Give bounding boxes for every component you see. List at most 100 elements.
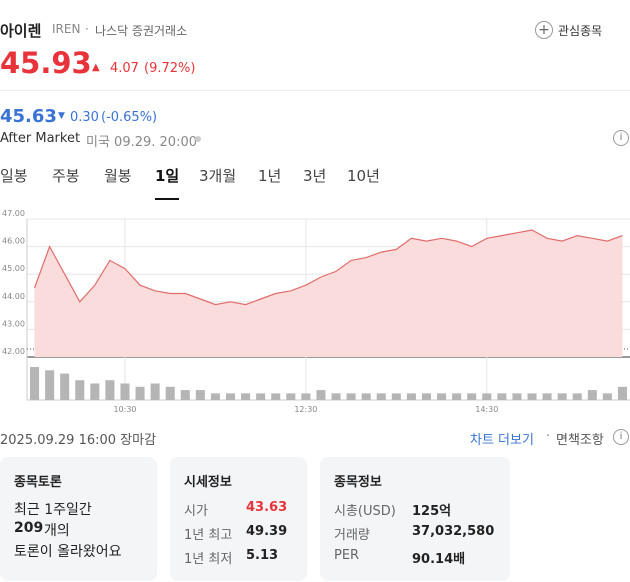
tab[interactable]: 1일 [155, 165, 180, 200]
volume-bar [527, 393, 537, 400]
volume-bar [135, 386, 145, 400]
volume-bar [30, 367, 40, 400]
volume-bar [557, 393, 567, 400]
volume-bar [195, 390, 205, 400]
tab[interactable]: 10년 [347, 167, 380, 185]
watch-button[interactable]: 관심종목 [558, 24, 603, 38]
discussion-card[interactable]: 종목토론 최근 1주일간 209 개의 토론이 올라왔어요 [0, 457, 157, 581]
volume-bar [45, 370, 55, 400]
card-title: 종목토론 [14, 475, 62, 490]
down-arrow: ▼ [58, 111, 65, 121]
card-title: 시세정보 [184, 475, 232, 490]
row-value: 5.13 [246, 548, 279, 563]
y-tick-label: 44.00 [2, 292, 25, 301]
volume-bar [120, 383, 130, 400]
volume-bar [271, 393, 281, 400]
info-card[interactable]: 종목정보 시총(USD) 125억 거래량 37,032,580 PER 90.14배 [320, 457, 510, 581]
volume-bar [90, 383, 100, 400]
y-tick-label: 42.00 [2, 347, 25, 356]
info-icon[interactable]: i [613, 429, 629, 445]
row-value: 90.14배 [412, 552, 466, 567]
volume-bar [286, 393, 296, 400]
volume-bar [467, 393, 477, 400]
volume-bar [316, 390, 326, 400]
volume-bar [361, 393, 371, 400]
x-tick-label: 10:30 [113, 405, 136, 414]
volume-bar [346, 393, 356, 400]
volume-bar [497, 393, 507, 400]
volume-bar [391, 393, 401, 400]
watch-icon[interactable]: + [535, 21, 553, 39]
row-label: 1년 최저 [184, 552, 233, 567]
volume-bar [210, 393, 220, 400]
volume-bar [165, 386, 175, 400]
volume-bar [617, 386, 627, 400]
y-tick-label: 46.00 [2, 237, 25, 246]
volume-bar [331, 393, 341, 400]
discussion-count: 209 [14, 520, 44, 536]
row-value: 43.63 [246, 500, 288, 515]
card-line: 개의 [44, 523, 70, 539]
volume-bar [437, 393, 447, 400]
price-change-pct: (9.72%) [144, 61, 196, 76]
price-area [34, 230, 623, 357]
after-change: 0.30 [70, 110, 99, 125]
volume-bar [60, 373, 70, 400]
stock-name: 아이렌 [0, 22, 42, 40]
volume-bar [542, 393, 552, 400]
price-change: 4.07 [110, 61, 139, 76]
x-tick-label: 14:30 [475, 405, 498, 414]
volume-bar [482, 393, 492, 400]
price: 45.93 [0, 46, 92, 80]
quote-card[interactable]: 시세정보 시가 43.63 1년 최고 49.39 1년 최저 5.13 [170, 457, 307, 581]
volume-bar [376, 393, 386, 400]
status-dot [195, 136, 201, 142]
disclaimer[interactable]: 면책조항 [556, 433, 604, 448]
volume-bar [105, 380, 115, 400]
status-date: 2025.09.29 16:00 장마감 [0, 433, 157, 448]
after-time: 미국 09.29. 20:00 [86, 135, 197, 150]
y-tick-label: 47.00 [2, 209, 25, 218]
tab[interactable]: 일봉 [0, 167, 28, 185]
card-line: 최근 1주일간 [14, 502, 92, 518]
volume-bar [150, 383, 160, 400]
y-tick-label: 45.00 [2, 264, 25, 273]
volume-bar [225, 393, 236, 400]
after-label: After Market [0, 131, 81, 146]
tab[interactable]: 주봉 [52, 167, 80, 185]
x-tick-label: 12:30 [294, 405, 317, 414]
volume-bar [572, 393, 582, 400]
row-label: 시총(USD) [334, 504, 396, 519]
volume-bar [75, 380, 85, 400]
volume-bar [452, 393, 462, 400]
exchange: 나스닥 증권거래소 [95, 24, 188, 38]
tab[interactable]: 3년 [303, 167, 327, 185]
row-label: 1년 최고 [184, 528, 233, 543]
tab[interactable]: 월봉 [104, 167, 132, 185]
ticker: IREN [52, 22, 81, 36]
after-price: 45.63 [0, 106, 57, 127]
chart: 42.00 43.00 44.00 45.00 46.00 47.00 10:30 12:30… [2, 209, 630, 414]
volume-bar [301, 393, 311, 400]
tab[interactable]: 3개월 [199, 167, 237, 185]
up-arrow: ▲ [92, 62, 100, 73]
row-value: 37,032,580 [412, 524, 495, 539]
y-tick-label: 43.00 [2, 319, 25, 328]
card-title: 종목정보 [334, 475, 382, 490]
row-value: 125억 [412, 504, 452, 519]
row-label: PER [334, 548, 360, 563]
volume-bar [256, 393, 266, 400]
volume-bar [512, 393, 522, 400]
separator: · [85, 22, 89, 36]
info-icon[interactable]: i [613, 130, 629, 146]
volume-bar [602, 393, 612, 400]
volume-bar [587, 390, 597, 400]
volume-bar [421, 393, 432, 400]
row-label: 시가 [184, 504, 208, 519]
tab[interactable]: 1년 [258, 167, 282, 185]
chart-more[interactable]: 차트 더보기 [470, 433, 534, 448]
after-change-pct: (-0.65%) [101, 110, 158, 125]
row-value: 49.39 [246, 524, 288, 539]
volume-bar [406, 393, 416, 400]
